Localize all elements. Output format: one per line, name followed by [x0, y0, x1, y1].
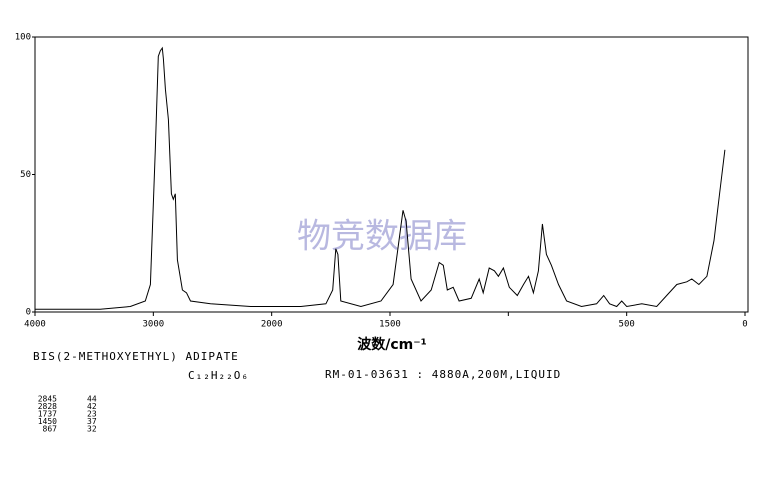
peak-intensity: 23	[87, 410, 97, 419]
sample-info: RM-01-03631 : 4880A,200M,LIQUID	[325, 368, 561, 381]
peak-wavenumber: 1450	[38, 417, 57, 426]
compound-name: BIS(2-METHOXYETHYL) ADIPATE	[33, 350, 239, 363]
peak-intensity: 32	[87, 425, 97, 434]
formula: C₁₂H₂₂O₆	[188, 369, 249, 382]
x-axis-label: 波数/cm⁻¹	[357, 336, 427, 353]
y-tick-label: 100	[15, 33, 31, 43]
x-tick-label: 0	[742, 320, 747, 330]
watermark: 物竞数据库	[297, 217, 467, 257]
x-tick-label: 2000	[261, 320, 283, 330]
peak-wavenumber: 2828	[38, 402, 57, 411]
plot-frame	[34, 36, 749, 313]
x-tick-label: 1500	[379, 320, 401, 330]
peak-intensity: 37	[87, 417, 97, 426]
peak-intensity: 44	[87, 395, 97, 404]
y-tick-label: 0	[26, 308, 31, 318]
peak-wavenumber: 867	[43, 425, 58, 434]
y-tick-label: 50	[20, 170, 31, 180]
peak-intensity: 42	[87, 402, 97, 411]
x-tick-label: 500	[619, 320, 635, 330]
peak-wavenumber: 2845	[38, 395, 57, 404]
peak-wavenumber: 1737	[38, 410, 57, 419]
spectrum-line	[35, 46, 726, 310]
x-tick-label: 4000	[24, 320, 46, 330]
x-tick-label: 3000	[142, 320, 164, 330]
